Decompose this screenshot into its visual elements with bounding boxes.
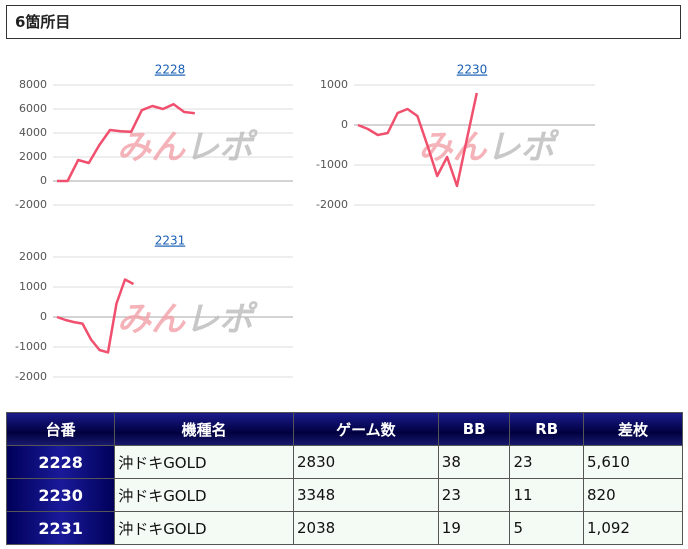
column-header: ゲーム数 <box>293 412 439 446</box>
table-cell: 沖ドキGOLD <box>114 511 294 545</box>
y-tick-label: -2000 <box>316 198 348 211</box>
table-cell: 23 <box>437 478 511 512</box>
table-body: 2228 沖ドキGOLD 2830 38 23 5,610 2230 沖ドキGOLD 3348 2… <box>5 445 683 545</box>
table-cell: 23 <box>509 445 585 479</box>
watermark: レポ <box>185 128 258 168</box>
y-tick-label: -2000 <box>15 370 47 383</box>
table-cell: 820 <box>583 478 683 512</box>
data-table: 台番 機種名 ゲーム数 BB RB 差枚 2228 沖ドキGOLD 2830 38 23 5,610 2… <box>5 412 683 545</box>
table-cell: 5 <box>509 511 585 545</box>
y-tick-label: -1000 <box>316 158 348 171</box>
watermark: レポ <box>185 300 258 340</box>
header-row: 台番 機種名 ゲーム数 BB RB 差枚 <box>5 412 683 446</box>
y-tick-label: 2000 <box>19 250 47 263</box>
column-header: 台番 <box>5 412 116 446</box>
section-title: 6箇所目 <box>6 5 681 39</box>
y-tick-label: 0 <box>341 118 348 131</box>
table-row: 2231 沖ドキGOLD 2038 19 5 1,092 <box>5 511 683 545</box>
column-header: BB <box>437 412 511 446</box>
column-header: RB <box>509 412 585 446</box>
y-tick-label: 1000 <box>19 280 47 293</box>
machine-number: 2231 <box>5 511 116 545</box>
data-line <box>56 278 135 354</box>
data-line <box>357 92 479 188</box>
watermark: みん <box>117 128 186 168</box>
table-row: 2228 沖ドキGOLD 2830 38 23 5,610 <box>5 445 683 479</box>
table-cell: 3348 <box>293 478 439 512</box>
table-cell: 19 <box>437 511 511 545</box>
column-header: 差枚 <box>583 412 683 446</box>
y-tick-label: -1000 <box>15 340 47 353</box>
table-cell: 38 <box>437 445 511 479</box>
table-cell: 1,092 <box>583 511 683 545</box>
y-tick-label: -2000 <box>15 198 47 211</box>
watermark: みん <box>419 128 488 168</box>
table-cell: 2830 <box>293 445 439 479</box>
column-header: 機種名 <box>114 412 294 446</box>
watermark: レポ <box>487 128 560 168</box>
y-tick-label: 6000 <box>19 102 47 115</box>
data-line <box>57 102 195 183</box>
chart-title-link[interactable]: 2231 <box>155 234 186 248</box>
table-cell: 11 <box>509 478 585 512</box>
table-cell: 2038 <box>293 511 439 545</box>
y-tick-label: 1000 <box>320 78 348 91</box>
table-row: 2230 沖ドキGOLD 3348 23 11 820 <box>5 478 683 512</box>
table-cell: 5,610 <box>583 445 683 479</box>
chart-title-link[interactable]: 2228 <box>155 63 186 77</box>
table-cell: 沖ドキGOLD <box>114 478 294 512</box>
y-tick-label: 0 <box>40 174 47 187</box>
machine-number: 2228 <box>5 445 116 479</box>
y-tick-label: 8000 <box>19 78 47 91</box>
chart-title-link[interactable]: 2230 <box>457 63 488 77</box>
y-tick-label: 4000 <box>19 126 47 139</box>
machine-number: 2230 <box>5 478 116 512</box>
y-tick-label: 2000 <box>19 150 47 163</box>
y-tick-label: 0 <box>40 310 47 323</box>
watermark: みん <box>117 300 186 340</box>
table-cell: 沖ドキGOLD <box>114 445 294 479</box>
